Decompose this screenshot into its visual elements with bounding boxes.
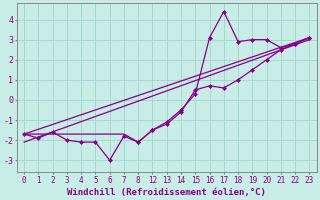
- X-axis label: Windchill (Refroidissement éolien,°C): Windchill (Refroidissement éolien,°C): [67, 188, 266, 197]
